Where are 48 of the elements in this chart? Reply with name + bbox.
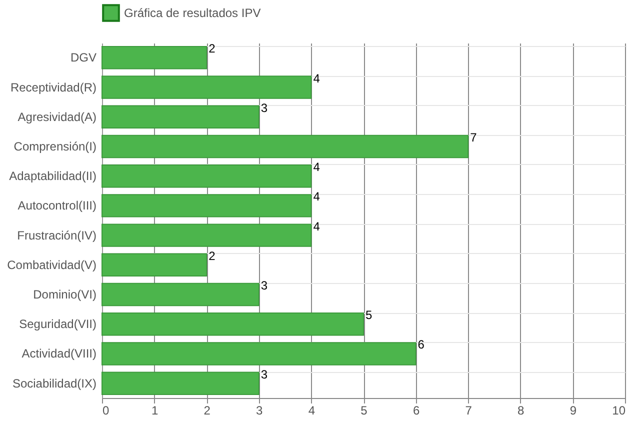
- x-tick-label: 8: [518, 404, 525, 418]
- x-tick-label: 4: [308, 404, 316, 418]
- x-tick-label: 7: [465, 404, 472, 418]
- data-label: 4: [313, 190, 320, 204]
- data-label: 6: [418, 338, 425, 352]
- bar: [102, 164, 312, 188]
- y-tick-label: Comprensión(I): [14, 139, 96, 154]
- x-tick-label: 6: [412, 404, 420, 418]
- y-tick-label: Combatividad(V): [7, 258, 96, 272]
- data-label: 4: [313, 71, 320, 86]
- bar: [102, 194, 312, 218]
- data-label: 3: [260, 367, 268, 382]
- bar: [102, 76, 312, 99]
- y-tick-label: Frustración(IV): [17, 228, 96, 242]
- bar: [102, 342, 416, 366]
- x-tick-label: 5: [360, 404, 368, 418]
- bar: [102, 134, 469, 158]
- x-tick-label: 10: [612, 404, 626, 418]
- x-tick-label: 3: [256, 404, 264, 418]
- data-label: 3: [260, 278, 268, 293]
- y-tick-label: Autocontrol(III): [18, 198, 96, 213]
- data-label: 2: [208, 42, 216, 56]
- y-tick-label: Actividad(VIII): [22, 346, 96, 361]
- x-tick-label: 9: [570, 404, 577, 418]
- legend-label: Gráfica de resultados IPV: [124, 6, 261, 20]
- x-tick-label: 1: [151, 404, 158, 418]
- bar: [102, 224, 312, 247]
- x-tick-label: 2: [204, 404, 211, 418]
- y-tick-label: Dominio(VI): [33, 288, 96, 302]
- data-label: 4: [313, 219, 320, 234]
- bar: [102, 372, 260, 395]
- y-tick-label: Seguridad(VII): [19, 317, 96, 332]
- data-label: 7: [470, 130, 478, 144]
- y-tick-label: Adaptabilidad(II): [9, 169, 96, 184]
- x-tick-label: 0: [102, 404, 110, 418]
- data-label: 4: [313, 160, 320, 174]
- bar: [102, 46, 208, 70]
- bar: [102, 282, 260, 306]
- bar: [102, 312, 364, 336]
- data-label: 2: [208, 248, 216, 263]
- data-label: 3: [260, 100, 268, 115]
- y-tick-label: DGV: [70, 50, 96, 65]
- y-tick-label: Sociabilidad(IX): [12, 376, 96, 390]
- y-tick-label: Agresividad(A): [18, 110, 96, 124]
- data-label: 5: [366, 308, 372, 322]
- bar: [102, 105, 260, 128]
- bar: [102, 253, 208, 277]
- y-tick-label: Receptividad(R): [10, 80, 96, 94]
